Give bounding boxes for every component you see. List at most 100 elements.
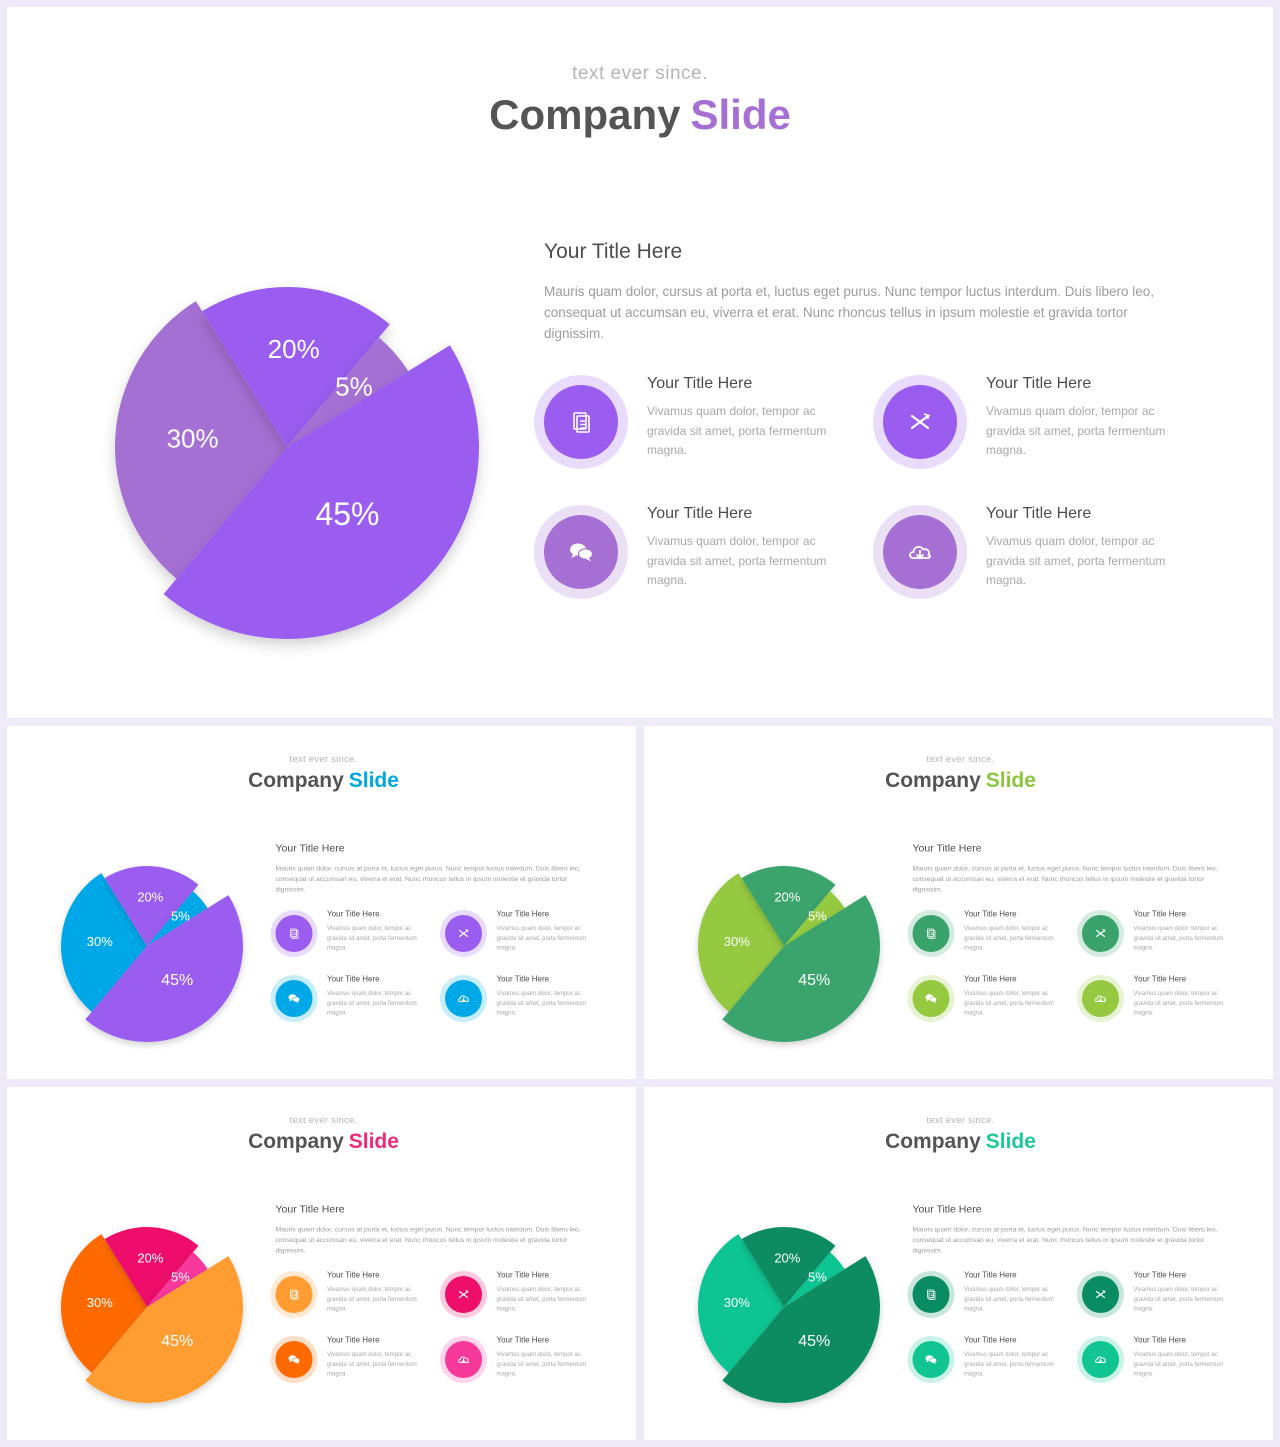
icon-circle <box>445 1276 482 1313</box>
slide-title-main: Company <box>248 768 344 792</box>
cross-icon <box>458 1290 469 1299</box>
pie-slice-label: 30% <box>87 1295 113 1310</box>
block-text: Mauris quam dolor, cursus at porta et, l… <box>275 1225 581 1255</box>
pie-chart-svg: 30% 20% 5% 45% <box>60 866 243 1042</box>
icon-circle <box>1082 980 1119 1017</box>
feature-title: Your Title Here <box>1133 910 1187 919</box>
feature-text: Vivamus quam dolor, tempor ac gravida si… <box>327 1350 417 1378</box>
slide-title: Company Slide <box>644 768 1273 792</box>
feature-text: Vivamus quam dolor, tempor ac gravida si… <box>964 1285 1054 1313</box>
pie-slice <box>85 895 243 1042</box>
icon-circle <box>883 515 957 589</box>
cross-icon <box>458 929 469 938</box>
pie-chart-svg: 30% 20% 5% 45% <box>698 866 880 1042</box>
chat-icon <box>570 543 594 562</box>
slide-title-accent: Slide <box>348 1129 399 1153</box>
pie-chart: 30% 20% 5% 45% <box>77 237 497 657</box>
pie-slice <box>722 895 880 1042</box>
feature-title: Your Title Here <box>986 505 1092 522</box>
icon-circle <box>275 1276 313 1313</box>
feature-title: Your Title Here <box>327 1271 380 1280</box>
slide-title-accent: Slide <box>985 768 1036 792</box>
pie-slice-label: 20% <box>774 1251 800 1266</box>
block-title: Your Title Here <box>275 1203 345 1216</box>
pie-slice-label: 20% <box>137 890 163 905</box>
pie-slice-label: 20% <box>774 890 800 905</box>
icon-circle <box>912 1276 950 1313</box>
pie-chart: 30% 20% 5% 45% <box>679 841 889 1051</box>
pie-chart-svg: 30% 20% 5% 45% <box>698 1227 880 1403</box>
slide-subtitle: text ever since. <box>572 63 708 84</box>
slide-content: text ever since. Company Slide 30% 20% 5% 45… <box>644 1087 1273 1440</box>
slide-purple: text ever since. Company Slide 30% 20% 5% 45… <box>7 7 1273 718</box>
pie-slice <box>698 873 784 1012</box>
feature-item: Your Title Here Vivamus quam dolor, tempo… <box>907 910 1078 965</box>
pie-slice <box>147 1252 208 1307</box>
feature-title: Your Title Here <box>986 375 1092 392</box>
slide-green: text ever since. Company Slide 30% 20% 5% 45… <box>644 726 1273 1079</box>
feature-text: Vivamus quam dolor, tempor ac gravida si… <box>964 989 1054 1017</box>
feature-text: Vivamus quam dolor, tempor ac gravida si… <box>964 924 1054 952</box>
chat-icon <box>925 994 938 1004</box>
feature-item: Your Title Here Vivamus quam dolor, tempo… <box>907 1271 1078 1326</box>
feature-title: Your Title Here <box>647 505 753 522</box>
pie-slice <box>698 1234 784 1373</box>
slide-teal: text ever since. Company Slide 30% 20% 5% 45… <box>644 1087 1273 1440</box>
slide-title: Company Slide <box>7 91 1273 139</box>
slide-subtitle: text ever since. <box>926 754 995 765</box>
icon-circle <box>912 915 950 952</box>
pie-slice-label: 45% <box>798 1333 830 1350</box>
icon-circle <box>275 915 313 952</box>
pie-slice-label: 5% <box>808 1269 827 1284</box>
feature-title: Your Title Here <box>1133 975 1187 984</box>
pie-slice-label: 30% <box>87 934 113 949</box>
icon-circle <box>445 1341 482 1378</box>
feature-text: Vivamus quam dolor, tempor ac gravida si… <box>1133 1350 1224 1378</box>
feature-title: Your Title Here <box>327 975 380 984</box>
feature-title: Your Title Here <box>496 975 550 984</box>
feature-item: Your Title Here Vivamus quam dolor, tempo… <box>534 375 874 485</box>
feature-title: Your Title Here <box>964 910 1017 919</box>
pie-chart-svg: 30% 20% 5% 45% <box>60 1227 243 1403</box>
pie-slice-label: 30% <box>167 423 219 453</box>
feature-item: Your Title Here Vivamus quam dolor, tempo… <box>1077 1336 1247 1391</box>
chat-icon <box>925 1355 938 1365</box>
feature-text: Vivamus quam dolor, tempor ac gravida si… <box>986 404 1166 457</box>
pie-slice <box>202 287 390 447</box>
pie-slice-label: 45% <box>161 1333 193 1350</box>
pie-slice <box>784 1252 845 1307</box>
feature-text: Vivamus quam dolor, tempor ac gravida si… <box>496 1350 587 1378</box>
pie-chart: 30% 20% 5% 45% <box>42 1202 252 1412</box>
feature-item: Your Title Here Vivamus quam dolor, tempo… <box>440 975 610 1030</box>
pie-slice-label: 5% <box>171 908 190 923</box>
icon-circle <box>912 980 950 1017</box>
slide-title: Company Slide <box>7 1129 636 1153</box>
document-icon <box>290 928 299 939</box>
pie-slice-label: 30% <box>724 1295 750 1310</box>
pie-slice-label: 5% <box>808 908 827 923</box>
feature-item: Your Title Here Vivamus quam dolor, tempo… <box>270 1271 441 1326</box>
icon-circle <box>1082 1276 1119 1313</box>
feature-text: Vivamus quam dolor, tempor ac gravida si… <box>496 1285 587 1313</box>
feature-item: Your Title Here Vivamus quam dolor, tempo… <box>1077 1271 1247 1326</box>
pie-slice-label: 30% <box>724 934 750 949</box>
feature-title: Your Title Here <box>1133 1336 1187 1345</box>
feature-title: Your Title Here <box>964 1336 1017 1345</box>
block-text: Mauris quam dolor, cursus at porta et, l… <box>912 1225 1218 1255</box>
block-text: Mauris quam dolor, cursus at porta et, l… <box>544 284 1155 341</box>
pie-slice-label: 5% <box>171 1269 190 1284</box>
feature-title: Your Title Here <box>496 1271 550 1280</box>
pie-slice <box>784 891 845 946</box>
pie-slice <box>60 1234 148 1373</box>
slide-subtitle: text ever since. <box>289 1115 358 1126</box>
cloud-download-icon <box>458 1356 469 1364</box>
chat-icon <box>288 1355 301 1365</box>
feature-text: Vivamus quam dolor, tempor ac gravida si… <box>986 534 1166 587</box>
pie-slice-label: 5% <box>335 372 373 402</box>
feature-item: Your Title Here Vivamus quam dolor, tempo… <box>440 910 610 965</box>
cross-icon <box>1095 1290 1106 1299</box>
chat-icon <box>288 994 301 1004</box>
document-icon <box>290 1289 299 1300</box>
feature-item: Your Title Here Vivamus quam dolor, tempo… <box>1077 975 1247 1030</box>
slide-title-main: Company <box>885 768 981 792</box>
